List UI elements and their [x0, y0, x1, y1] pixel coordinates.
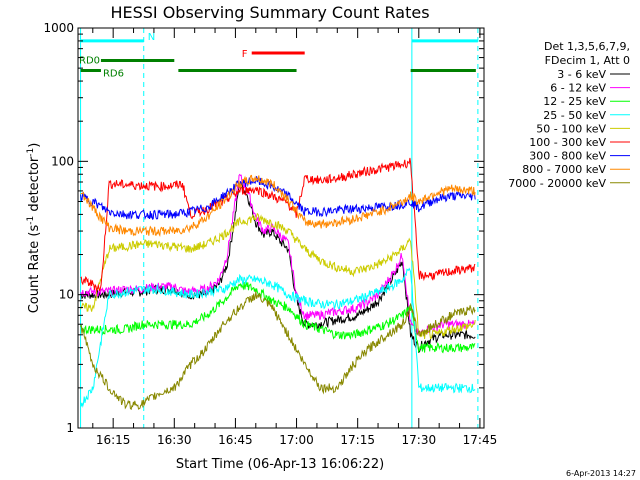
- y-axis-label-sup1: -1: [26, 216, 36, 225]
- series-line: [80, 173, 476, 337]
- series-line: [80, 291, 476, 411]
- y-tick-label: 1: [66, 421, 74, 435]
- legend: Det 1,3,5,6,7,9, FDecim 1, Att 0 3 - 6 k…: [508, 40, 630, 190]
- svg-text:Count Rate (s-1 detector-1): Count Rate (s-1 detector-1): [26, 143, 42, 314]
- series-line: [80, 267, 476, 408]
- legend-entry-label: 50 - 100 keV: [536, 122, 606, 135]
- x-tick-label: 17:00: [279, 433, 314, 447]
- series-line: [80, 174, 476, 238]
- legend-header-line2: FDecim 1, Att 0: [545, 54, 630, 67]
- legend-entry-label: 25 - 50 keV: [543, 109, 606, 122]
- flag-label: RD0: [79, 56, 100, 67]
- y-axis-label-sup2: -1: [26, 148, 36, 157]
- legend-entry-label: 6 - 12 keV: [550, 82, 606, 95]
- flag-label: RD6: [103, 69, 124, 80]
- legend-entry-label: 100 - 300 keV: [529, 136, 606, 149]
- legend-entry-label: 800 - 7000 keV: [522, 163, 606, 176]
- legend-entry-label: 7000 - 20000 keV: [508, 177, 606, 190]
- y-tick-label: 100: [51, 154, 74, 168]
- legend-header-line1: Det 1,3,5,6,7,9,: [544, 40, 630, 53]
- flag-label: F: [242, 49, 248, 60]
- instrument-interval-lines: [80, 28, 479, 428]
- x-tick-label: 17:45: [463, 433, 498, 447]
- x-axis-ticks: 16:15 16:30 16:45 17:00 17:15 17:30 17:45: [92, 28, 498, 447]
- y-axis-ticks: 1 10 100 1000: [43, 21, 484, 435]
- x-tick-label: 16:30: [157, 433, 192, 447]
- chart-title: HESSI Observing Summary Count Rates: [110, 3, 429, 22]
- legend-entry-label: 3 - 6 keV: [557, 68, 606, 81]
- x-tick-label: 17:30: [402, 433, 437, 447]
- footer-timestamp: 6-Apr-2013 14:27: [566, 469, 636, 478]
- series-line: [80, 212, 476, 340]
- series-line: [80, 157, 476, 293]
- flag-label: N: [148, 32, 155, 43]
- x-tick-label: 17:15: [340, 433, 375, 447]
- plot-frame: [77, 27, 485, 429]
- y-tick-label: 10: [59, 288, 74, 302]
- y-axis-label: Count Rate (s-1 detector-1): [26, 143, 42, 314]
- legend-entry-label: 12 - 25 keV: [543, 95, 606, 108]
- x-tick-label: 16:45: [218, 433, 253, 447]
- series-line: [80, 176, 476, 221]
- y-axis-label-main: Count Rate (s: [27, 225, 42, 314]
- series-layer: [80, 157, 476, 411]
- y-axis-label-mid: detector: [27, 156, 42, 216]
- series-line: [80, 182, 476, 354]
- x-tick-label: 16:15: [96, 433, 131, 447]
- x-axis-label: Start Time (06-Apr-13 16:06:22): [176, 457, 384, 472]
- legend-entry-label: 300 - 800 keV: [529, 150, 606, 163]
- y-tick-label: 1000: [43, 21, 74, 35]
- y-axis-label-end: ): [27, 143, 42, 148]
